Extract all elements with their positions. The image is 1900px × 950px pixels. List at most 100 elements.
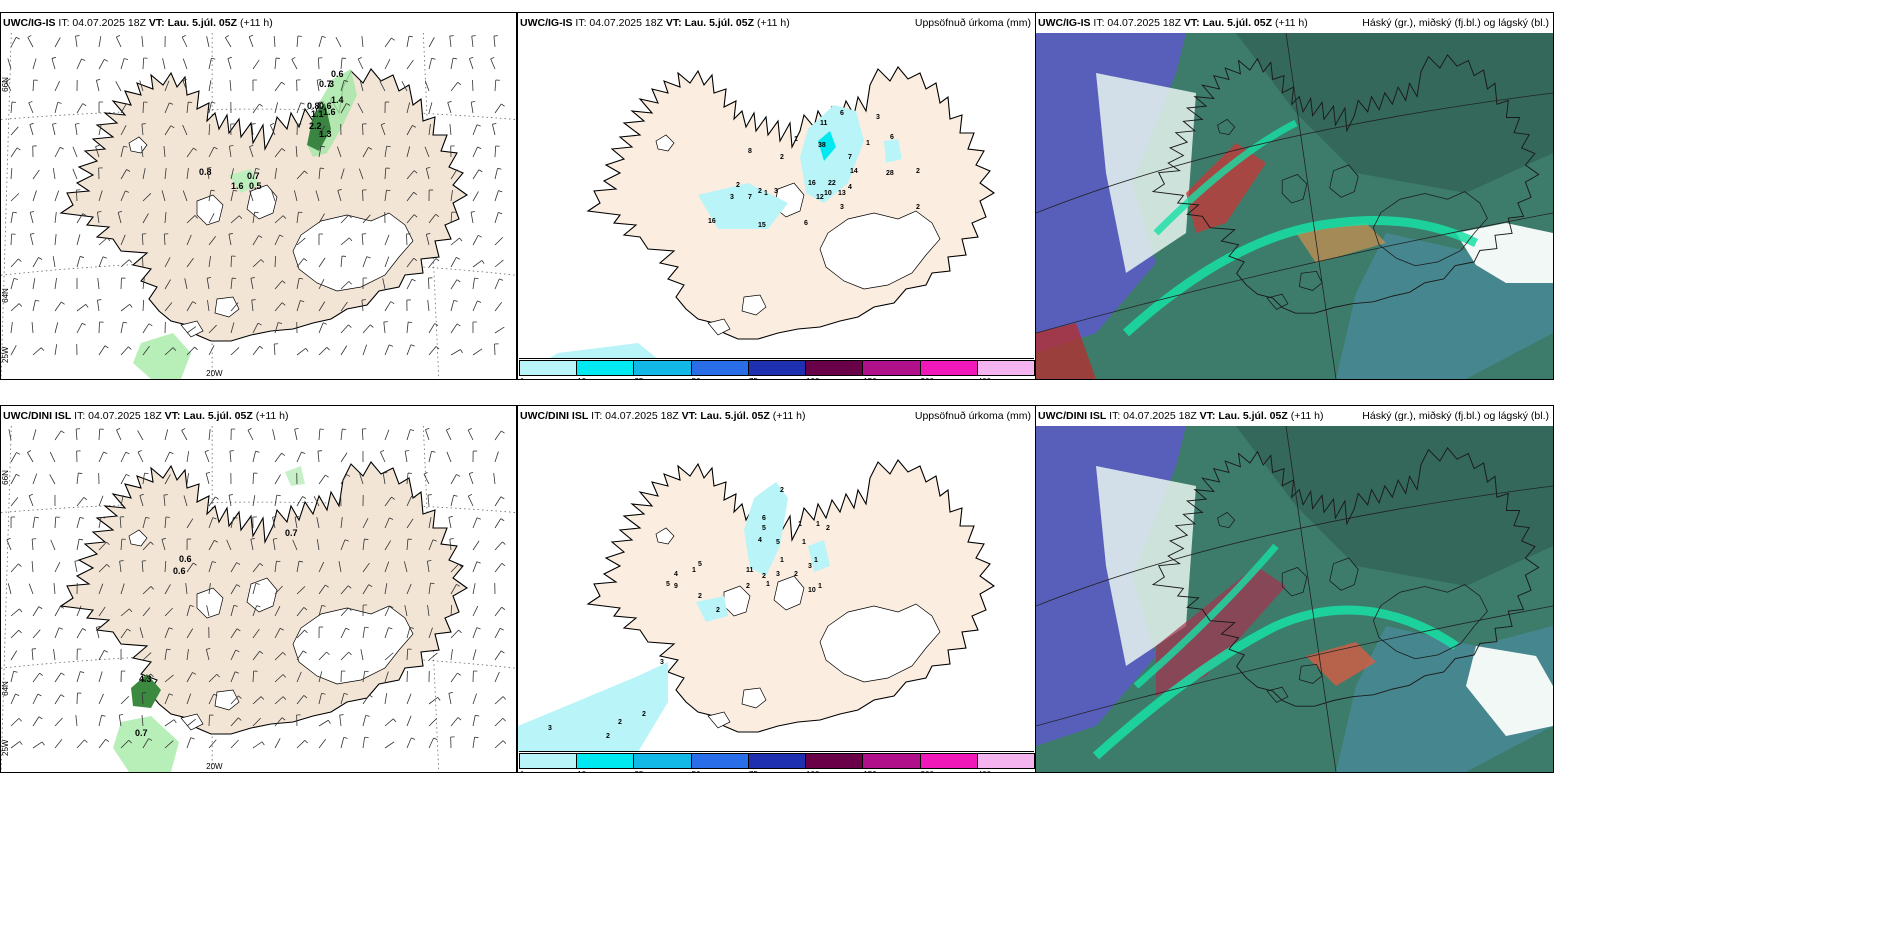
wind-barb-flag (474, 277, 479, 280)
wind-barb (472, 627, 478, 639)
wind-barb (447, 102, 452, 114)
wind-barb-flag (348, 214, 352, 219)
wind-barb (472, 278, 475, 290)
wind-barb-flag (469, 471, 474, 475)
wind-barb-flag (389, 517, 394, 520)
wind-barb (230, 649, 237, 661)
wind-barb (208, 213, 215, 224)
wind-barb (54, 102, 59, 114)
wind-barb-flag (498, 212, 503, 215)
wind-barb (142, 193, 152, 202)
wind-barb (98, 606, 106, 617)
wind-barb (362, 539, 365, 551)
wind-barb (274, 452, 282, 463)
wind-barbs (5, 34, 505, 356)
wind-barb (406, 258, 414, 268)
wind-barb-flag (446, 427, 451, 431)
wind-barb-flag (235, 649, 240, 653)
precip-value-label: 22 (828, 180, 836, 187)
wind-barb (316, 539, 320, 551)
wind-barb (274, 255, 277, 268)
wind-barb-flag (35, 299, 40, 302)
wind-barb (384, 540, 392, 551)
wind-barb (450, 349, 461, 356)
glacier (196, 194, 224, 226)
wind-barb-flag (189, 605, 194, 607)
valid-time: Lau. 5.júl. 05Z (684, 17, 755, 29)
wind-barb (251, 300, 254, 312)
wind-map: 0.60.730.8 0.61.41.1 1.62.21.30.8 0.71.6 0.5… (1, 33, 516, 379)
wind-barb (493, 36, 496, 48)
precip-value-label: 1 (802, 539, 806, 546)
wind-barb-flag (492, 122, 497, 125)
wind-barb (142, 607, 151, 617)
wind-barb (384, 671, 389, 683)
precip-value-label: 2 (606, 733, 610, 740)
wind-barb-flag (368, 584, 373, 588)
wind-barb (494, 145, 497, 158)
wind-barb-flag (257, 322, 262, 326)
wind-barb-flag (238, 717, 242, 721)
wind-barb (208, 256, 211, 268)
wind-barb (296, 278, 300, 290)
wind-barb (318, 738, 326, 749)
wind-barb (120, 146, 124, 158)
lat-66n-label: 66N (1, 77, 10, 92)
wind-barb (182, 80, 188, 92)
wind-barb (335, 37, 342, 48)
precip-value-label: 2 (780, 487, 784, 494)
wind-barb (164, 212, 167, 224)
wind-barb-flag (106, 541, 110, 546)
colorbar-segment (690, 753, 749, 769)
precip-value-label: 0.6 (319, 101, 332, 111)
wind-barb-flag (169, 102, 174, 105)
wind-barb-flag (60, 606, 65, 609)
wind-barb (7, 583, 12, 595)
precip-value-label: 6 (840, 110, 844, 117)
wind-barb (252, 670, 255, 683)
wind-barb-flag (228, 233, 233, 235)
wind-barb (362, 737, 366, 749)
precip-value-label: 3 (808, 563, 812, 570)
wind-barb (98, 495, 104, 507)
precip-value-label: 2 (758, 188, 762, 195)
wind-barb (494, 326, 505, 334)
wind-barb-flag (57, 101, 62, 104)
wind-barb-flag (383, 472, 388, 474)
wind-barb-flag (60, 672, 65, 676)
glacier (707, 318, 731, 336)
wind-barb (450, 474, 457, 485)
wind-barb (54, 344, 58, 356)
precip-shading (133, 69, 357, 379)
precip-value-label: 2 (642, 711, 646, 718)
wind-barb-flag (273, 538, 278, 540)
wind-barb (357, 58, 364, 70)
colorbar-tick: 25 (634, 770, 643, 772)
wind-barb (120, 495, 124, 507)
wind-barb (472, 605, 479, 617)
wind-barb (450, 82, 459, 92)
wind-barb-flag (194, 215, 199, 219)
wind-barb (164, 584, 171, 595)
wind-barb (494, 606, 502, 617)
wind-barb-flag (81, 322, 86, 326)
wind-barb-flag (254, 211, 259, 214)
lon-20w-label: 20W (206, 762, 223, 771)
wind-barb (252, 472, 254, 485)
wind-barb (384, 146, 388, 158)
wind-barb (296, 496, 303, 507)
wind-barb-flag (478, 169, 483, 173)
wind-barb (252, 717, 261, 727)
wind-barb-flag (215, 496, 219, 500)
wind-barb-flag (255, 167, 260, 170)
wind-barb (252, 605, 257, 617)
wind-barb (120, 322, 124, 334)
wind-barb (52, 168, 56, 180)
wind-barb (5, 81, 12, 92)
wind-barb-flag (456, 474, 461, 477)
wind-barb (76, 58, 82, 70)
wind-barb (186, 257, 194, 268)
wind-barb (494, 541, 503, 551)
wind-barb-flag (409, 627, 414, 629)
wind-barb-flag (227, 56, 232, 59)
